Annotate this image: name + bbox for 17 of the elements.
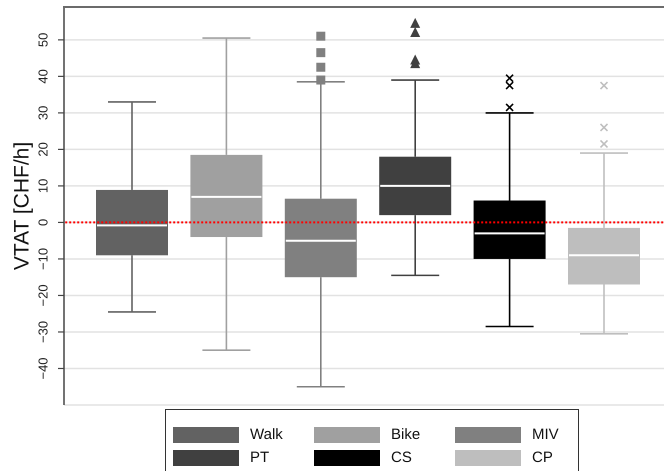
y-tick-label: −20 bbox=[36, 284, 50, 306]
legend-label: Walk bbox=[250, 426, 283, 443]
y-tick-label: 30 bbox=[36, 106, 50, 120]
legend-label: Bike bbox=[391, 426, 420, 443]
legend-label: PT bbox=[250, 448, 270, 466]
y-axis-title: VTAT [CHF/h] bbox=[10, 142, 34, 270]
y-tick-label: 0 bbox=[36, 218, 50, 226]
legend-label: CP bbox=[532, 448, 553, 466]
legend-label: CS bbox=[391, 448, 412, 466]
y-tick-label: 50 bbox=[36, 32, 50, 48]
y-tick-label: 10 bbox=[36, 178, 50, 194]
legend-label: MIV bbox=[532, 426, 559, 443]
y-tick-label: −30 bbox=[36, 320, 50, 344]
y-tick-label: 20 bbox=[36, 142, 50, 157]
y-tick-label: 40 bbox=[36, 69, 50, 84]
y-tick-label: −40 bbox=[36, 357, 50, 380]
y-tick-label: −10 bbox=[36, 248, 50, 270]
